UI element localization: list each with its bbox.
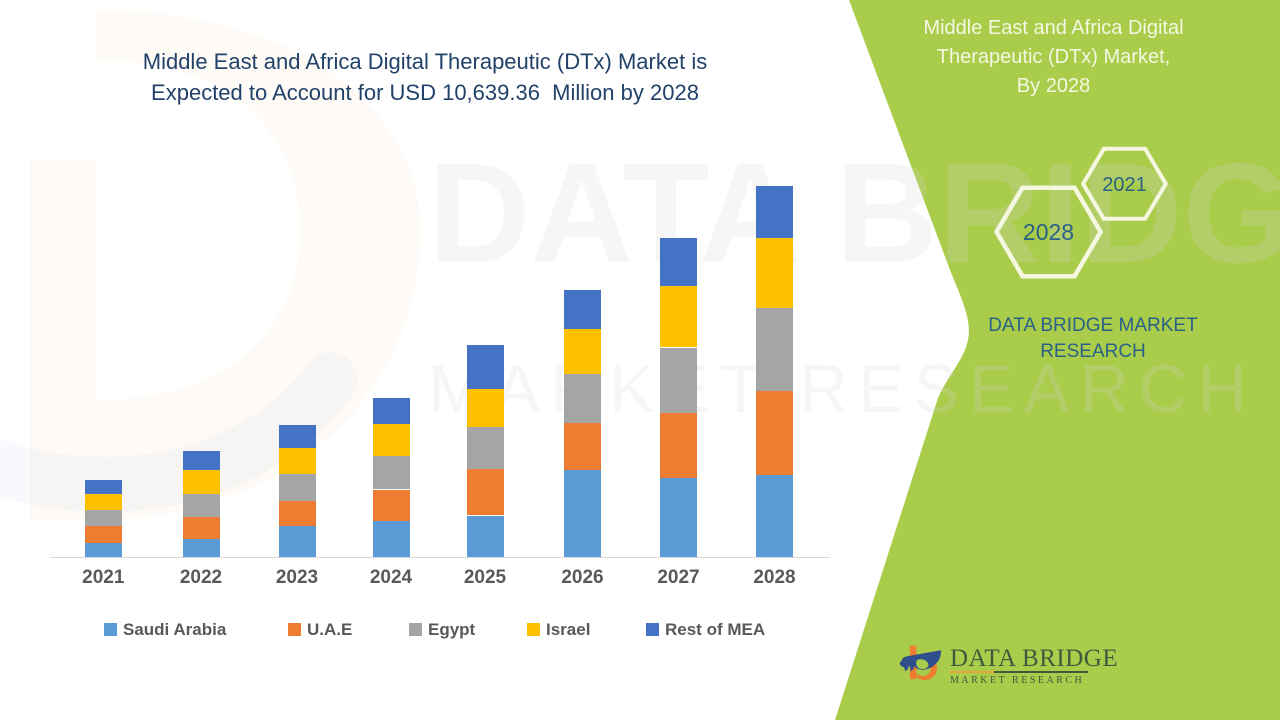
svg-text:2028: 2028 bbox=[1023, 219, 1074, 245]
svg-text:2021: 2021 bbox=[1102, 174, 1147, 196]
